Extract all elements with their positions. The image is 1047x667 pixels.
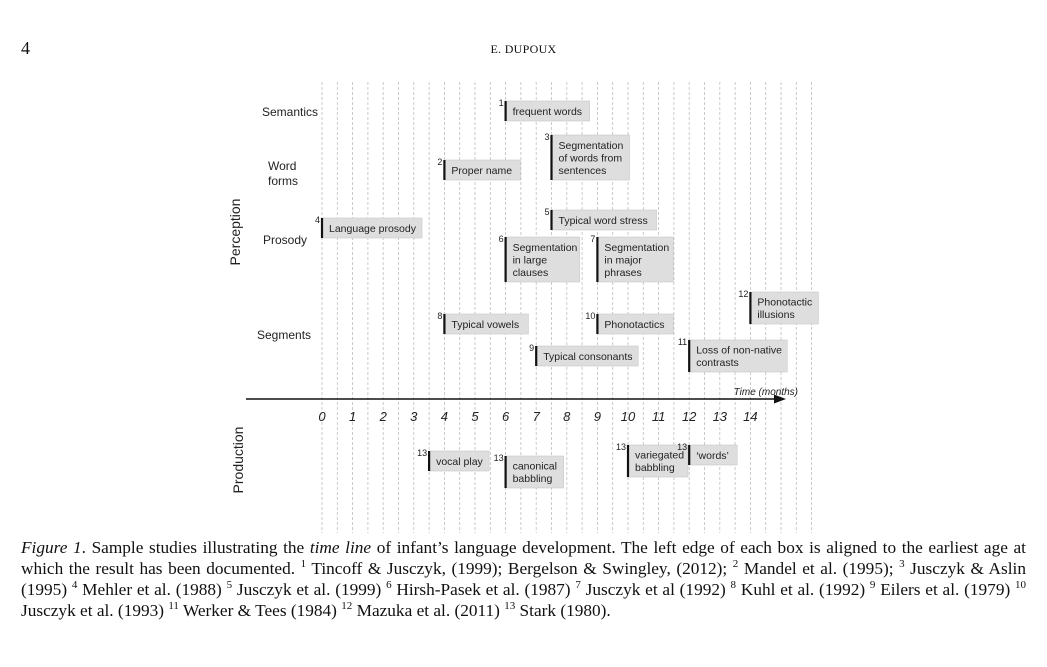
time-axis-tick-label: 8 xyxy=(563,409,571,424)
running-head: E. DUPOUX xyxy=(490,42,557,56)
box-label: Segmentation xyxy=(604,242,669,254)
reference-number: 9 xyxy=(529,343,534,353)
perception-milestone-box xyxy=(597,236,674,283)
box-label: contrasts xyxy=(696,357,739,369)
reference-number: 2 xyxy=(437,157,442,167)
box-label: frequent words xyxy=(513,106,582,118)
box-label: Typical vowels xyxy=(451,319,519,331)
box-label: vocal play xyxy=(436,456,483,468)
box-label: in major xyxy=(604,254,642,266)
row-label-segments: Segments xyxy=(257,328,311,342)
box-label: Typical consonants xyxy=(543,351,632,363)
box-label: illusions xyxy=(757,309,794,321)
box-label: Loss of non-native xyxy=(696,345,782,357)
reference-number: 11 xyxy=(678,337,687,347)
row-label-semantics: Semantics xyxy=(262,105,318,119)
reference-number: 4 xyxy=(315,215,320,225)
page-number: 4 xyxy=(21,38,30,58)
row-label-word-forms: forms xyxy=(268,174,298,188)
box-label: Language prosody xyxy=(329,223,417,235)
caption-emphasis: time line xyxy=(309,538,372,557)
time-axis-arrowhead xyxy=(774,394,786,404)
reference-number: 7 xyxy=(590,234,595,244)
box-label: sentences xyxy=(559,165,607,177)
reference-number: 13 xyxy=(677,442,687,452)
row-label-prosody: Prosody xyxy=(263,233,307,247)
box-label: ‘words’ xyxy=(696,450,729,462)
production-label: Production xyxy=(230,427,246,494)
time-axis-tick-label: 2 xyxy=(379,409,388,424)
time-axis-tick-label: 0 xyxy=(318,409,326,424)
time-axis-tick-label: 3 xyxy=(410,409,418,424)
box-label: Phonotactics xyxy=(604,319,664,331)
reference-number: 3 xyxy=(544,132,549,142)
perception-milestone-box xyxy=(551,134,630,181)
time-axis-tick-label: 4 xyxy=(441,409,448,424)
box-label: of words from xyxy=(559,152,623,164)
perception-milestone-box xyxy=(505,236,580,283)
time-axis-label: Time (months) xyxy=(734,387,798,398)
reference-number: 13 xyxy=(616,442,626,452)
time-axis-tick-label: 7 xyxy=(533,409,541,424)
box-label: babbling xyxy=(513,473,553,485)
perception-milestone-box xyxy=(750,291,819,325)
box-label: phrases xyxy=(604,267,641,279)
time-axis-tick-label: 9 xyxy=(594,409,601,424)
figure-caption: Figure 1. Sample studies illustrating th… xyxy=(21,538,1027,620)
box-label: canonical xyxy=(513,461,557,473)
reference-number: 13 xyxy=(417,448,427,458)
reference-number: 6 xyxy=(499,234,504,244)
time-axis-tick-label: 12 xyxy=(682,409,697,424)
reference-number: 1 xyxy=(499,98,504,108)
time-axis-tick-label: 10 xyxy=(621,409,636,424)
box-label: in large xyxy=(513,254,548,266)
box-label: Phonotactic xyxy=(757,297,812,309)
time-axis-tick-label: 11 xyxy=(652,409,666,424)
box-label: Segmentation xyxy=(559,140,624,152)
row-label-word-forms: Word xyxy=(268,159,296,173)
reference-number: 5 xyxy=(544,207,549,217)
time-axis-tick-label: 1 xyxy=(349,409,356,424)
box-label: babbling xyxy=(635,462,675,474)
box-label: Segmentation xyxy=(513,242,578,254)
reference-number: 8 xyxy=(437,311,442,321)
reference-number: 13 xyxy=(494,453,504,463)
box-label: Typical word stress xyxy=(559,215,648,227)
reference-number: 12 xyxy=(738,289,748,299)
time-axis-tick-label: 14 xyxy=(743,409,757,424)
box-label: clauses xyxy=(513,267,549,279)
production-milestone-box xyxy=(505,455,564,489)
perception-label: Perception xyxy=(227,199,243,266)
box-label: variegated xyxy=(635,450,684,462)
figure-label: Figure 1 xyxy=(21,538,82,557)
production-milestone-box xyxy=(627,444,689,478)
time-axis-tick-label: 13 xyxy=(713,409,728,424)
time-axis-tick-label: 5 xyxy=(471,409,479,424)
box-label: Proper name xyxy=(451,165,512,177)
perception-milestone-box xyxy=(688,339,788,373)
reference-number: 10 xyxy=(585,311,595,321)
time-axis-tick-label: 6 xyxy=(502,409,510,424)
